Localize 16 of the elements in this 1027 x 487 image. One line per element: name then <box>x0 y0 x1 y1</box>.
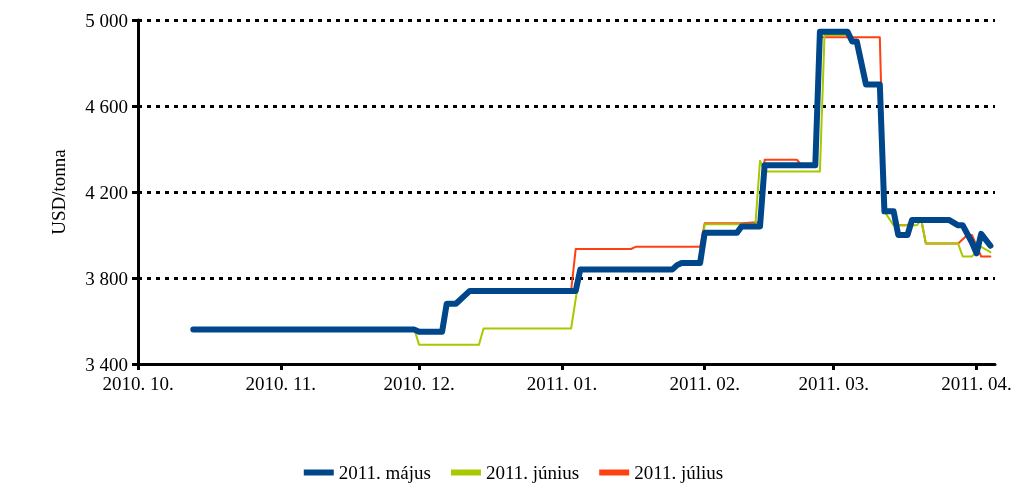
x-tick-label: 2011. 03. <box>798 373 870 394</box>
x-tick-label: 2010. 10. <box>102 373 174 394</box>
y-tick-label: 4 600 <box>85 95 128 117</box>
x-tick-label: 2010. 11. <box>245 373 317 394</box>
x-tick-label: 2010. 12. <box>383 373 455 394</box>
legend-label: 2011. július <box>634 462 724 483</box>
legend-label: 2011. június <box>485 462 580 483</box>
y-tick-label: 3 800 <box>85 267 128 289</box>
y-tick-label: 3 400 <box>85 353 128 375</box>
y-tick-label: 5 000 <box>85 9 128 31</box>
legend-label: 2011. május <box>338 462 431 483</box>
x-tick-label: 2011. 02. <box>669 373 740 394</box>
x-tick-label: 2011. 04. <box>941 373 1012 394</box>
x-tick-label: 2011. 01. <box>526 373 598 394</box>
y-tick-label: 4 200 <box>85 181 128 203</box>
y-axis-title: USD/tonna <box>48 148 69 235</box>
